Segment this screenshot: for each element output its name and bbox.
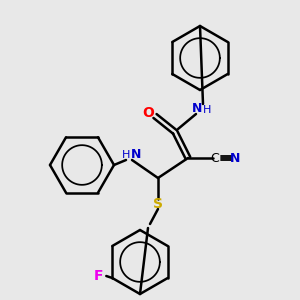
Text: N: N [131,148,141,161]
Text: N: N [230,152,240,164]
Text: H: H [203,105,211,115]
Text: H: H [122,150,130,160]
Text: S: S [153,197,163,211]
Text: N: N [192,101,202,115]
Text: C: C [211,152,219,164]
Text: O: O [142,106,154,120]
Text: F: F [94,269,103,283]
